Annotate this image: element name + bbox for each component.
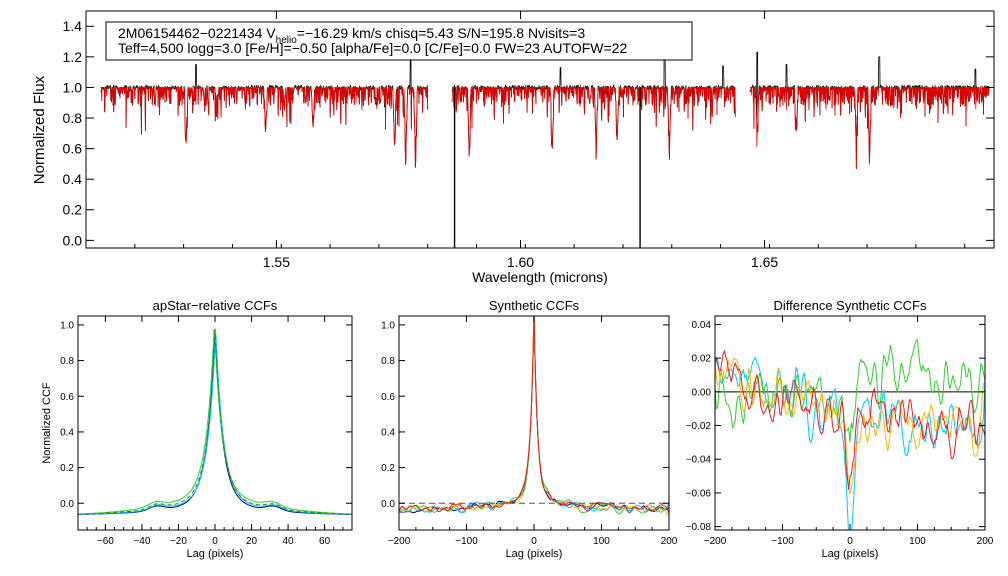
annotation-line1-suffix: =−16.29 km/s chisq=5.43 S/N=195.8 Nvisit…: [297, 25, 586, 41]
y-tick-label: 0.04: [692, 320, 712, 331]
synthetic-ccf-line-3: [399, 316, 669, 515]
apstar-ccf-panel: apStar−relative CCFs −60 −40 −20 0 20 40 60 0.0…: [41, 298, 353, 560]
x-tick-label: 20: [246, 536, 258, 547]
y-tick-label: 1.2: [63, 49, 83, 65]
y-tick-label: 0.6: [60, 392, 74, 403]
synthetic-ccf-title: Synthetic CCFs: [489, 298, 580, 313]
synthetic-ccf-panel: Synthetic CCFs −200 −100 0 100 200 0.0 0.2 0.4 0…: [381, 298, 678, 560]
annotation-line1-subscript: helio: [276, 35, 298, 46]
spectrum-axes-frame: [85, 10, 995, 249]
x-tick-label: 60: [319, 536, 331, 547]
y-tick-label: 0.2: [60, 463, 74, 474]
synthetic-ccf-line-2: [399, 316, 669, 514]
y-tick-label: 0.02: [692, 354, 712, 365]
spectrum-model-line: [451, 85, 736, 160]
difference-ccf-line-4: [715, 349, 985, 490]
y-tick-label: 0.0: [63, 232, 83, 248]
y-tick-label: 1.0: [63, 79, 83, 95]
x-tick-label: 0: [212, 536, 218, 547]
y-tick-label: 0.8: [63, 110, 83, 126]
synthetic-ccf-axes-frame: [398, 315, 670, 531]
spectrum-observed-line: [100, 59, 429, 168]
x-tick-label: 40: [283, 536, 295, 547]
apstar-ccf-title: apStar−relative CCFs: [153, 298, 278, 313]
difference-ccf-panel: Difference Synthetic CCFs −200 −100 0 100 20…: [686, 298, 994, 560]
y-tick-label: 0.8: [60, 356, 74, 367]
y-tick-label: 0.6: [63, 141, 83, 157]
apstar-ccf-ticks: −60 −40 −20 0 20 40 60 0.0 0.2 0.4 0.6 0.8 1.0: [60, 316, 353, 547]
annotation-box: [105, 21, 693, 61]
x-tick-label: 1.55: [263, 254, 290, 270]
apstar-ccf-line-3: [78, 328, 352, 515]
spectrum-x-label: Wavelength (microns): [472, 269, 608, 285]
difference-ccf-ticks: −200 −100 0 100 200 0.04 0.02 0.00 −0.02 −0.04 −0.…: [686, 316, 994, 547]
difference-ccf-title: Difference Synthetic CCFs: [774, 298, 927, 313]
annotation-line1: 2M06154462−0221434 Vhelio=−16.29 km/s ch…: [118, 25, 585, 46]
y-tick-label: −0.02: [686, 421, 712, 432]
synthetic-ccf-ticks: −200 −100 0 100 200 0.0 0.2 0.4 0.6 0.8 1.0: [381, 316, 678, 547]
x-tick-label: 1.60: [507, 254, 534, 270]
x-tick-label: 200: [661, 536, 678, 547]
x-tick-label: 200: [977, 536, 994, 547]
apstar-ccf-y-label: Normalized CCF: [41, 382, 53, 464]
y-tick-label: 0.2: [63, 202, 83, 218]
x-tick-label: 0: [847, 536, 853, 547]
x-tick-label: −40: [133, 536, 150, 547]
apstar-ccf-line-2: [78, 334, 352, 515]
y-tick-label: 0.2: [381, 463, 395, 474]
synthetic-ccf-line-4: [399, 316, 669, 517]
x-tick-label: 0: [531, 536, 537, 547]
synthetic-ccf-line-1: [399, 316, 669, 514]
apstar-ccf-line-4: [78, 328, 352, 515]
apstar-ccf-series: [78, 328, 352, 515]
spectrum-ticks: 1.55 1.60 1.65 0.0 0.2 0.4 0.6 0.8 1.0 1.2 1.4: [63, 11, 994, 270]
y-tick-label: 0.00: [692, 387, 712, 398]
spectrum-series: [100, 48, 990, 248]
y-tick-label: 0.4: [60, 427, 74, 438]
spectrum-model-line: [100, 85, 429, 166]
difference-ccf-series: [715, 339, 985, 530]
spectrum-model-line: [749, 86, 990, 169]
x-tick-label: −100: [455, 536, 478, 547]
y-tick-label: 0.4: [63, 171, 83, 187]
y-tick-label: 0.8: [381, 356, 395, 367]
y-tick-label: 1.4: [63, 18, 83, 34]
x-tick-label: −20: [170, 536, 187, 547]
x-tick-label: 100: [909, 536, 926, 547]
y-tick-label: −0.04: [686, 455, 712, 466]
y-tick-label: 1.0: [60, 320, 74, 331]
apstar-ccf-x-label: Lag (pixels): [187, 548, 244, 560]
annotation-line1-prefix: 2M06154462−0221434 V: [118, 25, 276, 41]
x-tick-label: −200: [704, 536, 727, 547]
difference-ccf-line-2: [715, 339, 985, 443]
x-tick-label: −100: [771, 536, 794, 547]
difference-ccf-x-label: Lag (pixels): [822, 548, 879, 560]
y-tick-label: −0.08: [686, 522, 712, 533]
spectrum-y-label: Normalized Flux: [31, 75, 48, 184]
x-tick-label: −200: [388, 536, 411, 547]
x-tick-label: 100: [593, 536, 610, 547]
y-tick-label: 0.4: [381, 427, 395, 438]
synthetic-ccf-line-5: [399, 316, 669, 514]
apstar-ccf-line-1: [78, 332, 352, 515]
y-tick-label: −0.06: [686, 488, 712, 499]
annotation-line2: Teff=4,500 logg=3.0 [Fe/H]=−0.50 [alpha/…: [118, 40, 627, 56]
synthetic-ccf-x-label: Lag (pixels): [506, 548, 563, 560]
y-tick-label: 0.0: [60, 499, 74, 510]
y-tick-label: 0.6: [381, 392, 395, 403]
x-tick-label: 1.65: [751, 254, 778, 270]
spectrum-panel: 1.55 1.60 1.65 0.0 0.2 0.4 0.6 0.8 1.0 1.2 1.4 2M0…: [31, 10, 995, 285]
y-tick-label: 0.0: [381, 499, 395, 510]
synthetic-ccf-series: [399, 316, 669, 517]
x-tick-label: −60: [97, 536, 114, 547]
y-tick-label: 1.0: [381, 320, 395, 331]
